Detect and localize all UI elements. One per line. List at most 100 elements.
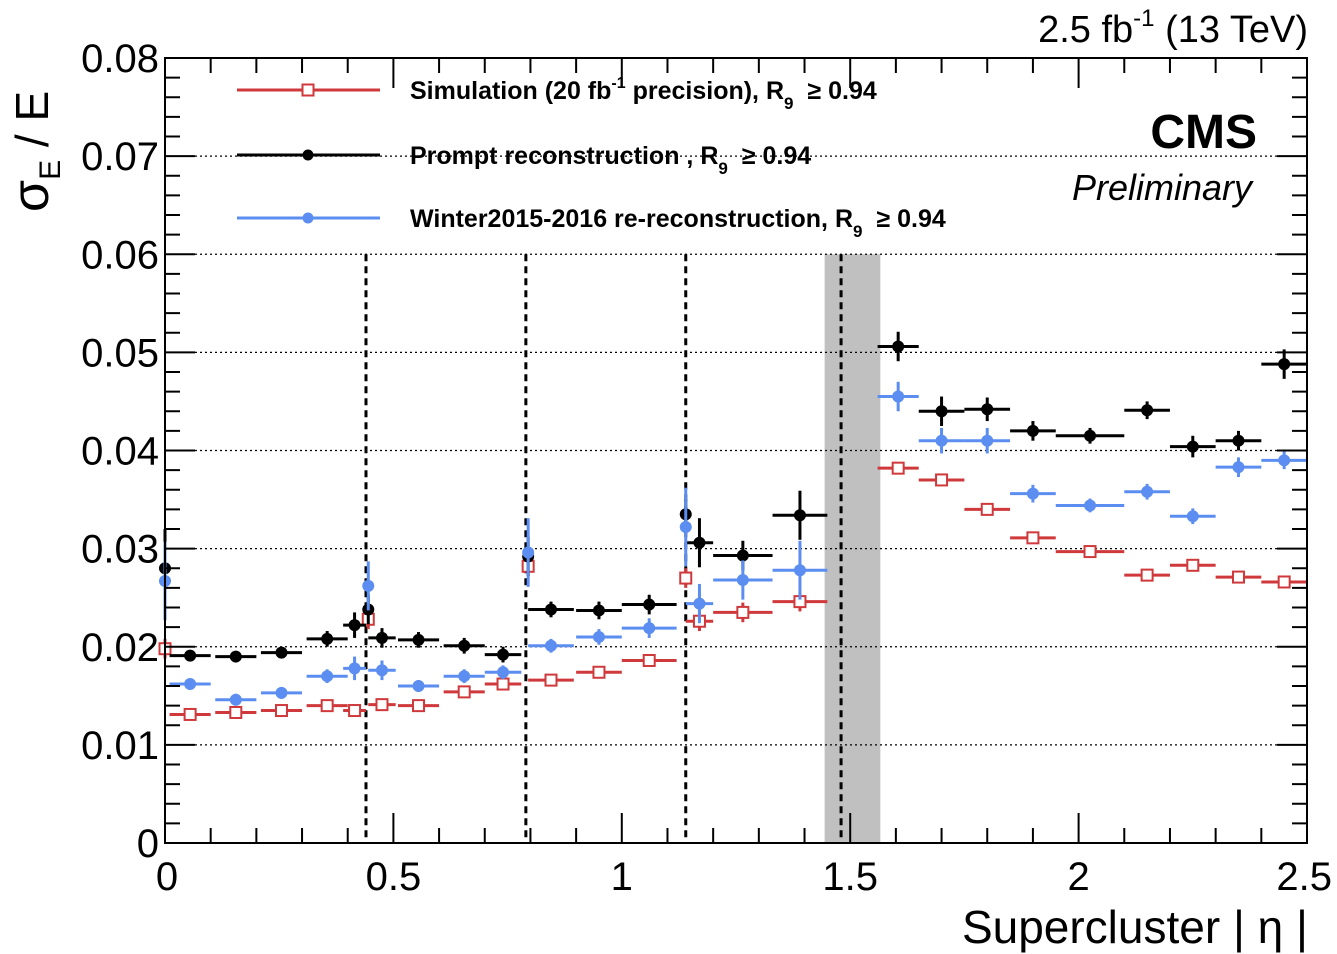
- data-point: [772, 490, 828, 540]
- y-tick-label: 0.04: [81, 430, 159, 474]
- marker: [1140, 568, 1154, 582]
- data-point: [484, 646, 522, 663]
- series-2: [159, 381, 1307, 706]
- marker: [643, 622, 656, 635]
- data-point: [685, 518, 714, 568]
- x-tick-label: 2: [1067, 855, 1089, 899]
- data-point: [368, 628, 396, 648]
- marker: [275, 686, 288, 699]
- marker: [229, 705, 243, 719]
- data-point: [1261, 451, 1307, 470]
- y-axis-label-main: σ: [2, 180, 60, 212]
- data-point: [576, 665, 622, 679]
- data-point: [877, 331, 919, 362]
- data-point: [1169, 435, 1216, 458]
- data-point: [169, 678, 211, 691]
- data-point: [443, 685, 485, 699]
- gridlines-layer: [165, 57, 1307, 746]
- marker: [1278, 454, 1291, 467]
- y-tick-label: 0.01: [81, 724, 159, 768]
- legend-entry-2: Winter2015-2016 re-reconstruction, R9 ≥ 0…: [237, 205, 946, 241]
- marker: [1141, 485, 1154, 498]
- series-0: [158, 461, 1307, 721]
- marker: [1084, 429, 1097, 442]
- marker: [981, 403, 994, 416]
- series-1: [159, 331, 1307, 663]
- data-point: [576, 601, 622, 620]
- y-axis-label: σE / E: [2, 91, 67, 212]
- marker: [362, 579, 375, 592]
- data-point: [443, 669, 485, 684]
- marker: [1231, 570, 1245, 584]
- marker: [1186, 558, 1200, 572]
- marker: [375, 631, 388, 644]
- marker: [1186, 510, 1199, 523]
- marker: [544, 673, 558, 687]
- marker: [274, 704, 288, 718]
- marker: [497, 666, 510, 679]
- data-point: [260, 646, 303, 659]
- x-tick-label: 1: [611, 855, 633, 899]
- data-point: [772, 540, 828, 600]
- x-tick-label: 0: [156, 855, 178, 899]
- data-point: [306, 669, 348, 684]
- svg-text:σE / E: σE / E: [2, 91, 67, 212]
- data-point: [621, 618, 677, 638]
- marker: [458, 670, 471, 683]
- legend-label: Simulation (20 fb-1 precision), R9 ≥ 0.94: [410, 75, 877, 113]
- data-point: [1261, 575, 1307, 589]
- data-point: [169, 649, 211, 662]
- data-point: [443, 637, 485, 654]
- data-point: [964, 502, 1011, 516]
- marker: [693, 536, 706, 549]
- data-point: [918, 396, 965, 426]
- marker: [522, 546, 535, 559]
- legend-marker: [301, 83, 315, 97]
- legend-entry-0: Simulation (20 fb-1 precision), R9 ≥ 0.94: [237, 75, 877, 113]
- legend-entry-1: Prompt reconstruction , R9 ≥ 0.94: [237, 142, 811, 178]
- marker: [412, 680, 425, 692]
- marker: [892, 390, 905, 403]
- data-point: [484, 665, 522, 680]
- x-tick-label: 0.5: [366, 855, 422, 899]
- marker: [321, 632, 334, 645]
- marker: [496, 677, 510, 691]
- marker: [1277, 575, 1291, 589]
- y-tick-label: 0: [137, 822, 159, 866]
- data-point: [1055, 427, 1125, 444]
- marker: [679, 571, 693, 585]
- marker: [275, 646, 288, 659]
- marker: [1026, 424, 1039, 437]
- marker: [793, 564, 806, 577]
- marker: [1026, 531, 1040, 545]
- data-point: [343, 656, 366, 681]
- marker: [736, 549, 749, 562]
- marker: [544, 603, 557, 616]
- marker: [642, 653, 656, 667]
- data-point: [1055, 498, 1125, 513]
- y-axis-label-sub: E: [34, 160, 67, 180]
- data-point: [1010, 484, 1056, 503]
- data-point: [260, 686, 303, 699]
- marker: [457, 685, 471, 699]
- data-point: [1261, 349, 1307, 379]
- legend-marker: [302, 212, 314, 224]
- y-tick-label: 0.07: [81, 135, 159, 179]
- data-point: [918, 473, 965, 487]
- series-layer: [158, 331, 1307, 721]
- data-point: [484, 677, 522, 691]
- data-point: [1124, 568, 1170, 582]
- data-point: [343, 612, 366, 638]
- marker: [1026, 487, 1039, 500]
- data-point: [713, 540, 773, 571]
- data-point: [528, 673, 574, 687]
- marker: [592, 665, 606, 679]
- data-point: [1124, 483, 1170, 500]
- data-point: [528, 638, 574, 653]
- marker: [412, 633, 425, 646]
- data-point: [918, 427, 965, 454]
- legend: Simulation (20 fb-1 precision), R9 ≥ 0.94…: [237, 75, 946, 241]
- marker: [981, 434, 994, 447]
- experiment-label: CMS: [1150, 106, 1257, 159]
